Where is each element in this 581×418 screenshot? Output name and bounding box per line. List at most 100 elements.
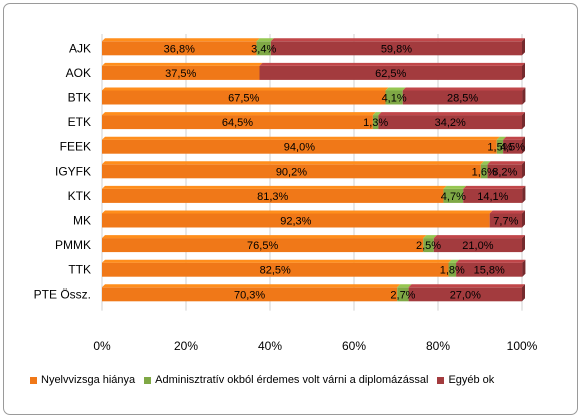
bar-segment-top (423, 235, 437, 239)
data-label: 21,0% (462, 240, 493, 252)
bar-segment-top (487, 161, 525, 165)
category-label: TTK (68, 263, 91, 277)
bar-segment-top (456, 259, 526, 263)
bar-segment-top (463, 185, 526, 189)
x-tick-label: 80% (426, 339, 450, 353)
bar-segment-top (270, 38, 525, 42)
x-tick-label: 60% (342, 339, 366, 353)
legend-swatch (30, 376, 37, 384)
bar-segment-top (448, 259, 460, 263)
data-label: 4,7% (441, 191, 466, 203)
bar-segment-top (102, 62, 263, 66)
data-label: 4,5% (500, 142, 525, 154)
data-label: 2,5% (416, 240, 441, 252)
data-label: 81,3% (257, 191, 288, 203)
bar-segment-top (503, 136, 525, 140)
data-label: 64,5% (222, 117, 253, 129)
data-label: 59,8% (381, 43, 412, 55)
bar-end-cap (522, 235, 525, 253)
bar-segment (397, 287, 409, 302)
data-label: 76,5% (247, 240, 278, 252)
bar-segment-top (480, 161, 491, 165)
bar-segment-top (102, 136, 500, 140)
bar-segment (456, 262, 523, 277)
bar-segment (496, 139, 504, 154)
category-label: BTK (68, 91, 91, 105)
bar-segment-top (385, 87, 406, 91)
bar-segment (102, 139, 497, 154)
bar-segment (489, 213, 522, 228)
bar-segment-top (408, 284, 525, 288)
bar-segment (402, 90, 523, 105)
bar-segment-top (102, 235, 427, 239)
data-label: 1,3% (363, 117, 388, 129)
category-label: KTK (68, 189, 91, 203)
bar-segment (433, 238, 522, 253)
data-label: 27,0% (450, 289, 481, 301)
bar-segment (443, 188, 464, 203)
data-label: 1,6% (472, 166, 497, 178)
bar-segment (102, 213, 490, 228)
data-label: 7,7% (493, 216, 518, 228)
bar-segment-top (102, 185, 447, 189)
bar-segment (259, 65, 522, 80)
legend-label: Nyelvvizsga hiánya (41, 374, 136, 386)
data-label: 94,0% (284, 142, 315, 154)
x-tick-label: 20% (174, 339, 198, 353)
bar-end-cap (522, 112, 525, 130)
bar-end-cap (522, 38, 525, 56)
category-label: PMMK (55, 238, 91, 252)
legend-swatch (437, 376, 445, 384)
bar-segment (102, 238, 424, 253)
bar-segment (102, 287, 398, 302)
bar-segment (463, 188, 523, 203)
data-label: 14,1% (477, 191, 508, 203)
data-label: 92,3% (280, 216, 311, 228)
bar-segment (102, 90, 386, 105)
data-label: 36,8% (164, 43, 195, 55)
bar-segment (385, 90, 403, 105)
x-tick-label: 100% (507, 339, 538, 353)
bar-segment-top (489, 210, 525, 214)
category-label: MK (73, 214, 91, 228)
bar-segment-top (443, 185, 467, 189)
data-label: 2,7% (390, 289, 415, 301)
bar-segment-top (372, 112, 382, 116)
data-label: 34,2% (435, 117, 466, 129)
bar-segment (256, 41, 271, 56)
bar-segment-top (102, 161, 484, 165)
data-label: 37,5% (165, 68, 196, 80)
bar-segment (102, 115, 373, 130)
data-label: 82,5% (260, 265, 291, 277)
bar-segment (487, 164, 522, 179)
bar-segment (423, 238, 434, 253)
bar-segment-top (259, 62, 525, 66)
legend: Nyelvvizsga hiánya Adminisztratív okból é… (30, 371, 575, 389)
category-label: IGYFK (55, 164, 91, 178)
bar-segment-top (102, 259, 452, 263)
bar-segment-top (397, 284, 412, 288)
legend-item: Egyéb ok (437, 374, 494, 386)
bar-segment-top (102, 87, 389, 91)
legend-item: Nyelvvizsga hiánya (30, 374, 135, 386)
legend-label: Adminisztratív okból érdemes volt várni … (155, 374, 429, 386)
data-label: 90,2% (276, 166, 307, 178)
category-label: FEEK (60, 140, 91, 154)
legend-item: Adminisztratív okból érdemes volt várni … (144, 374, 428, 386)
bar-segment (102, 65, 260, 80)
data-label: 28,5% (447, 93, 478, 105)
bar-end-cap (522, 62, 525, 80)
data-label: 8,2% (492, 166, 517, 178)
bar-segment (102, 41, 257, 56)
legend-label: Egyéb ok (448, 374, 495, 386)
bar-segment (270, 41, 522, 56)
bar-segment-top (378, 112, 525, 116)
legend-swatch (144, 376, 152, 384)
bar-segment (503, 139, 522, 154)
bar-segment (378, 115, 522, 130)
data-label: 3,4% (251, 43, 276, 55)
x-tick-label: 40% (258, 339, 282, 353)
bar-segment (102, 262, 449, 277)
bar-segment-top (102, 210, 493, 214)
bar-segment (408, 287, 522, 302)
